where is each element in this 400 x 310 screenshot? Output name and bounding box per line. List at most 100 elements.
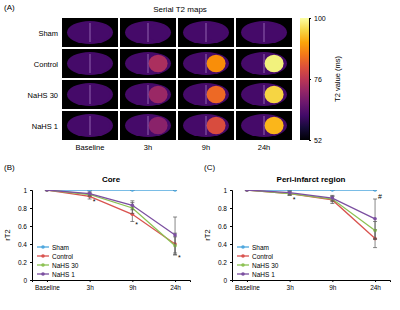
x-tick-label: Baseline (35, 284, 60, 291)
series-line (47, 190, 175, 246)
data-point (131, 204, 135, 208)
y-tick-label: 0.2 (218, 259, 227, 266)
data-point (45, 190, 49, 192)
y-tick-mark (30, 190, 32, 191)
midline (206, 85, 207, 104)
y-tick-mark (30, 244, 32, 245)
panel-a: (A)Serial T2 mapsShamControlNaHS 30NaHS … (4, 3, 342, 152)
y-tick-mark (30, 262, 32, 263)
y-tick-mark (230, 262, 232, 263)
x-tick: Baseline (235, 280, 260, 291)
y-axis: 00.20.40.60.81 (218, 187, 233, 284)
image-cell (236, 49, 292, 78)
legend-marker (241, 245, 245, 249)
y-tick-label: 0.8 (18, 205, 27, 212)
lesion (91, 117, 110, 134)
column-label: 24h (258, 143, 271, 152)
panel-label: (B) (4, 163, 15, 172)
lesion (265, 55, 284, 72)
brain-tissue (67, 83, 113, 106)
y-tick: 0.8 (18, 205, 32, 212)
y-tick: 0.2 (18, 259, 32, 266)
x-tick-label: 24h (370, 284, 381, 291)
midline (264, 85, 265, 104)
legend: ShamControlNaHS 30NaHS 1 (237, 244, 279, 278)
error-bar (373, 199, 377, 239)
image-cell (236, 80, 292, 109)
image-cell (178, 18, 234, 47)
annotation: * (93, 198, 96, 205)
colorbar-tick: 52 (309, 137, 322, 144)
y-tick-label: 0.8 (218, 205, 227, 212)
image-cell (62, 18, 118, 47)
data-point (245, 190, 249, 192)
data-point (245, 190, 249, 192)
row-label: Control (34, 60, 59, 69)
plot-area (45, 190, 177, 255)
image-cell (178, 111, 234, 140)
y-axis-title: rT2 (203, 229, 212, 240)
y-tick: 1 (223, 187, 232, 194)
image-cell (120, 49, 176, 78)
data-point (331, 190, 335, 192)
x-tick: 24h (170, 280, 181, 291)
x-tick: 24h (370, 280, 381, 291)
y-tick-label: 1 (23, 187, 27, 194)
series-line (247, 190, 375, 191)
lesion (207, 86, 226, 103)
panel-label: (C) (204, 163, 215, 172)
y-tick-label: 0.4 (18, 241, 27, 248)
error-bar (330, 196, 334, 203)
y-axis-title: rT2 (3, 229, 12, 240)
error-bar (88, 192, 92, 196)
y-tick: 0.4 (18, 241, 32, 248)
series-line (47, 190, 175, 191)
panel-title: Serial T2 maps (153, 5, 207, 14)
lesion (265, 24, 284, 41)
y-tick-label: 0.2 (18, 259, 27, 266)
x-axis: Baseline3h9h24h (33, 280, 191, 291)
series-line (247, 190, 375, 239)
x-tick: 9h (329, 280, 337, 291)
midline (148, 23, 149, 42)
x-tick-mark (90, 280, 91, 282)
y-tick-mark (230, 190, 232, 191)
brain-tissue (125, 114, 171, 137)
brain-tissue (125, 21, 171, 44)
image-cell (178, 49, 234, 78)
data-point (288, 191, 292, 195)
image-cell (120, 80, 176, 109)
y-tick: 0.4 (218, 241, 232, 248)
midline (264, 54, 265, 73)
x-tick-mark (47, 280, 48, 282)
image-cell (62, 49, 118, 78)
y-tick-mark (30, 208, 32, 209)
colorbar-tick: 76 (309, 76, 322, 83)
panel-label: (A) (4, 3, 15, 12)
colorbar-tick: 100 (309, 15, 326, 22)
series-line (247, 190, 375, 219)
legend: ShamControlNaHS 30NaHS 1 (37, 244, 79, 278)
x-tick-label: 9h (329, 284, 337, 291)
legend-marker (41, 263, 45, 267)
legend-label: Control (52, 253, 74, 260)
y-tick-label: 0.4 (218, 241, 227, 248)
y-tick: 0 (223, 277, 232, 284)
image-cell (62, 111, 118, 140)
midline (206, 116, 207, 135)
legend-marker (241, 263, 245, 267)
lesion (207, 117, 226, 134)
y-tick: 1 (23, 187, 32, 194)
chart-title: Peri-infarct region (277, 175, 346, 184)
x-tick-mark (290, 280, 291, 282)
colorbar-tick-label: 100 (314, 15, 326, 22)
legend-label: NaHS 30 (252, 262, 279, 269)
brain-tissue (67, 21, 113, 44)
error-bar (288, 192, 292, 196)
lesion (149, 24, 168, 41)
legend-label: Control (252, 253, 274, 260)
y-axis-line (230, 191, 233, 281)
chart-panel: (C)Peri-infarct regionrT200.20.40.60.81B… (203, 163, 391, 291)
brain-tissue (241, 52, 287, 75)
legend-marker (41, 245, 45, 249)
